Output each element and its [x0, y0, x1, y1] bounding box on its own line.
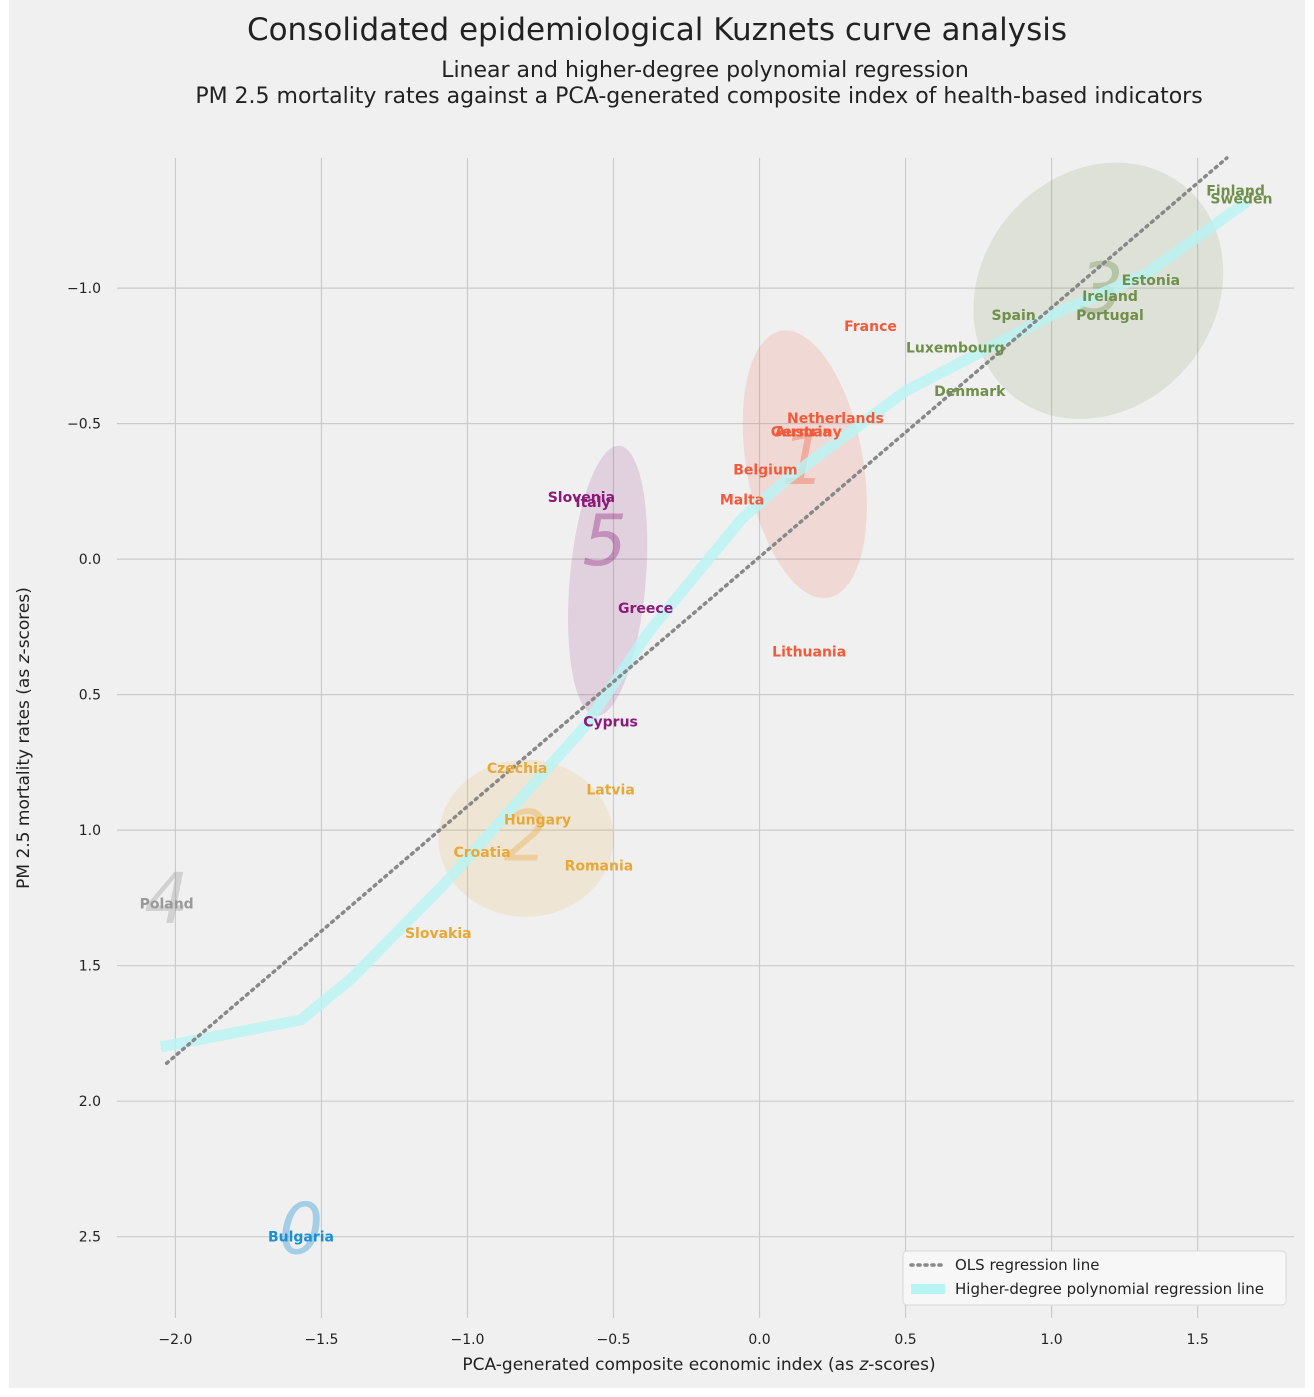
cluster-number-5: 5 [582, 500, 627, 582]
country-label: Slovakia [405, 926, 472, 942]
country-label: Austria [775, 425, 832, 441]
x-tick-label: −1.5 [304, 1332, 338, 1348]
cluster-ellipse-2 [438, 759, 614, 917]
cluster-ellipse-5 [568, 445, 648, 716]
country-label: Sweden [1210, 192, 1272, 208]
country-label: Denmark [934, 384, 1006, 400]
country-label: Luxembourg [906, 341, 1005, 357]
country-label: Poland [140, 896, 194, 912]
cluster-number-4: 4 [144, 858, 189, 940]
cluster-number-0: 0 [279, 1189, 324, 1271]
country-label: Spain [991, 308, 1035, 324]
y-axis-label: PM 2.5 mortality rates (as z-scores) [14, 587, 34, 889]
polynomial-regression-line [159, 196, 1251, 1053]
country-label: Slovenia [548, 490, 615, 506]
country-label: Finland [1206, 184, 1265, 200]
x-tick-label: 0.5 [894, 1332, 916, 1348]
legend-entry-polynomial: Higher-degree polynomial regression line [955, 1280, 1264, 1298]
country-label: Croatia [453, 845, 510, 861]
country-label: Malta [720, 492, 764, 508]
x-tick-label: −2.0 [158, 1332, 192, 1348]
x-axis-label: PCA-generated composite economic index (… [0, 1355, 1314, 1375]
figure-background [9, 0, 1305, 1388]
y-tick-label: 2.5 [79, 1230, 101, 1246]
x-tick-label: −0.5 [597, 1332, 631, 1348]
country-label: Greece [618, 601, 673, 617]
country-label: Netherlands [787, 411, 884, 427]
legend-box [902, 1250, 1287, 1306]
chart-title: Consolidated epidemiological Kuznets cur… [246, 12, 1068, 48]
y-axis-label-italic: z [14, 654, 34, 664]
x-tick-label: 1.5 [1186, 1332, 1208, 1348]
y-tick-label: 1.5 [79, 959, 101, 975]
country-label: Latvia [586, 782, 634, 798]
country-label: Italy [575, 495, 610, 511]
country-label: Romania [565, 858, 634, 874]
x-tick-label: −1.0 [450, 1332, 484, 1348]
country-label: Ireland [1082, 289, 1138, 305]
y-tick-label: 0.5 [79, 688, 101, 704]
country-label: Bulgaria [268, 1230, 334, 1246]
x-axis-label-italic: z [859, 1355, 869, 1375]
y-tick-label: −0.5 [67, 417, 101, 433]
country-label: Belgium [733, 463, 797, 479]
x-tick-label: 0.0 [748, 1332, 770, 1348]
y-tick-label: 0.0 [79, 552, 101, 568]
legend: OLS regression line Higher-degree polynom… [902, 1250, 1287, 1306]
y-axis-label-prefix: PM 2.5 mortality rates (as [14, 663, 34, 889]
country-label: Germany [771, 425, 842, 441]
chart-subtitle-line1: Linear and higher-degree polynomial regr… [441, 58, 969, 83]
country-label: Cyprus [583, 715, 638, 731]
legend-entry-ols: OLS regression line [955, 1256, 1099, 1274]
country-label: Portugal [1076, 308, 1144, 324]
x-axis-label-prefix: PCA-generated composite economic index (… [462, 1355, 860, 1375]
ols-regression-line [164, 156, 1229, 1065]
country-label: France [844, 319, 897, 335]
y-tick-label: 1.0 [79, 823, 101, 839]
y-tick-label: −1.0 [67, 281, 101, 297]
country-label: Czechia [487, 761, 547, 777]
chart-subtitle-line2: PM 2.5 mortality rates against a PCA-gen… [195, 84, 1203, 109]
x-axis-label-suffix: -scores) [868, 1355, 936, 1375]
country-label: Estonia [1122, 273, 1180, 289]
y-axis-label-suffix: -scores) [14, 587, 34, 655]
y-tick-label: 2.0 [79, 1094, 101, 1110]
country-label: Hungary [504, 812, 571, 828]
x-tick-label: 1.0 [1040, 1332, 1062, 1348]
country-label: Lithuania [772, 644, 846, 660]
